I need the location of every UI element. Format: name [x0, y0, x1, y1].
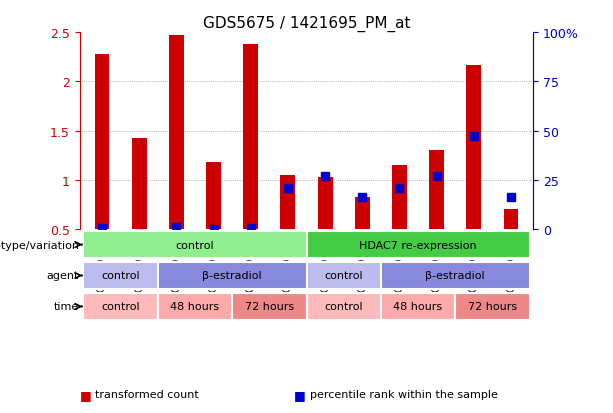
FancyBboxPatch shape	[306, 262, 381, 290]
Text: control: control	[176, 240, 215, 250]
Bar	[392, 166, 407, 230]
Text: genotype/variation: genotype/variation	[0, 240, 79, 250]
FancyBboxPatch shape	[306, 231, 530, 259]
Text: 72 hours: 72 hours	[468, 302, 517, 312]
Bar	[132, 139, 147, 230]
FancyBboxPatch shape	[83, 293, 158, 320]
Bar	[503, 210, 519, 230]
FancyBboxPatch shape	[306, 293, 381, 320]
Bar	[318, 178, 332, 230]
Text: β-estradiol: β-estradiol	[202, 271, 262, 281]
Bar	[429, 151, 444, 230]
Text: percentile rank within the sample: percentile rank within the sample	[310, 389, 497, 399]
Text: HDAC7 re-expression: HDAC7 re-expression	[359, 240, 477, 250]
FancyBboxPatch shape	[158, 262, 306, 290]
Text: 72 hours: 72 hours	[245, 302, 294, 312]
FancyBboxPatch shape	[232, 293, 306, 320]
Text: time: time	[54, 302, 79, 312]
Bar	[281, 176, 295, 230]
Bar	[206, 163, 221, 230]
Text: β-estradiol: β-estradiol	[425, 271, 485, 281]
Text: transformed count: transformed count	[95, 389, 199, 399]
Bar	[169, 36, 184, 230]
Text: agent: agent	[47, 271, 79, 281]
Text: 48 hours: 48 hours	[170, 302, 219, 312]
Text: 48 hours: 48 hours	[394, 302, 443, 312]
Text: control: control	[324, 271, 363, 281]
Bar	[466, 65, 481, 230]
Text: ■: ■	[294, 388, 306, 401]
Text: control: control	[324, 302, 363, 312]
Title: GDS5675 / 1421695_PM_at: GDS5675 / 1421695_PM_at	[203, 16, 410, 32]
FancyBboxPatch shape	[83, 231, 306, 259]
Bar	[94, 55, 110, 230]
FancyBboxPatch shape	[455, 293, 530, 320]
Text: control: control	[101, 302, 140, 312]
FancyBboxPatch shape	[158, 293, 232, 320]
Text: ■: ■	[80, 388, 91, 401]
Bar	[243, 45, 258, 230]
FancyBboxPatch shape	[83, 262, 158, 290]
Bar	[355, 197, 370, 230]
FancyBboxPatch shape	[381, 262, 530, 290]
Text: control: control	[101, 271, 140, 281]
FancyBboxPatch shape	[381, 293, 455, 320]
